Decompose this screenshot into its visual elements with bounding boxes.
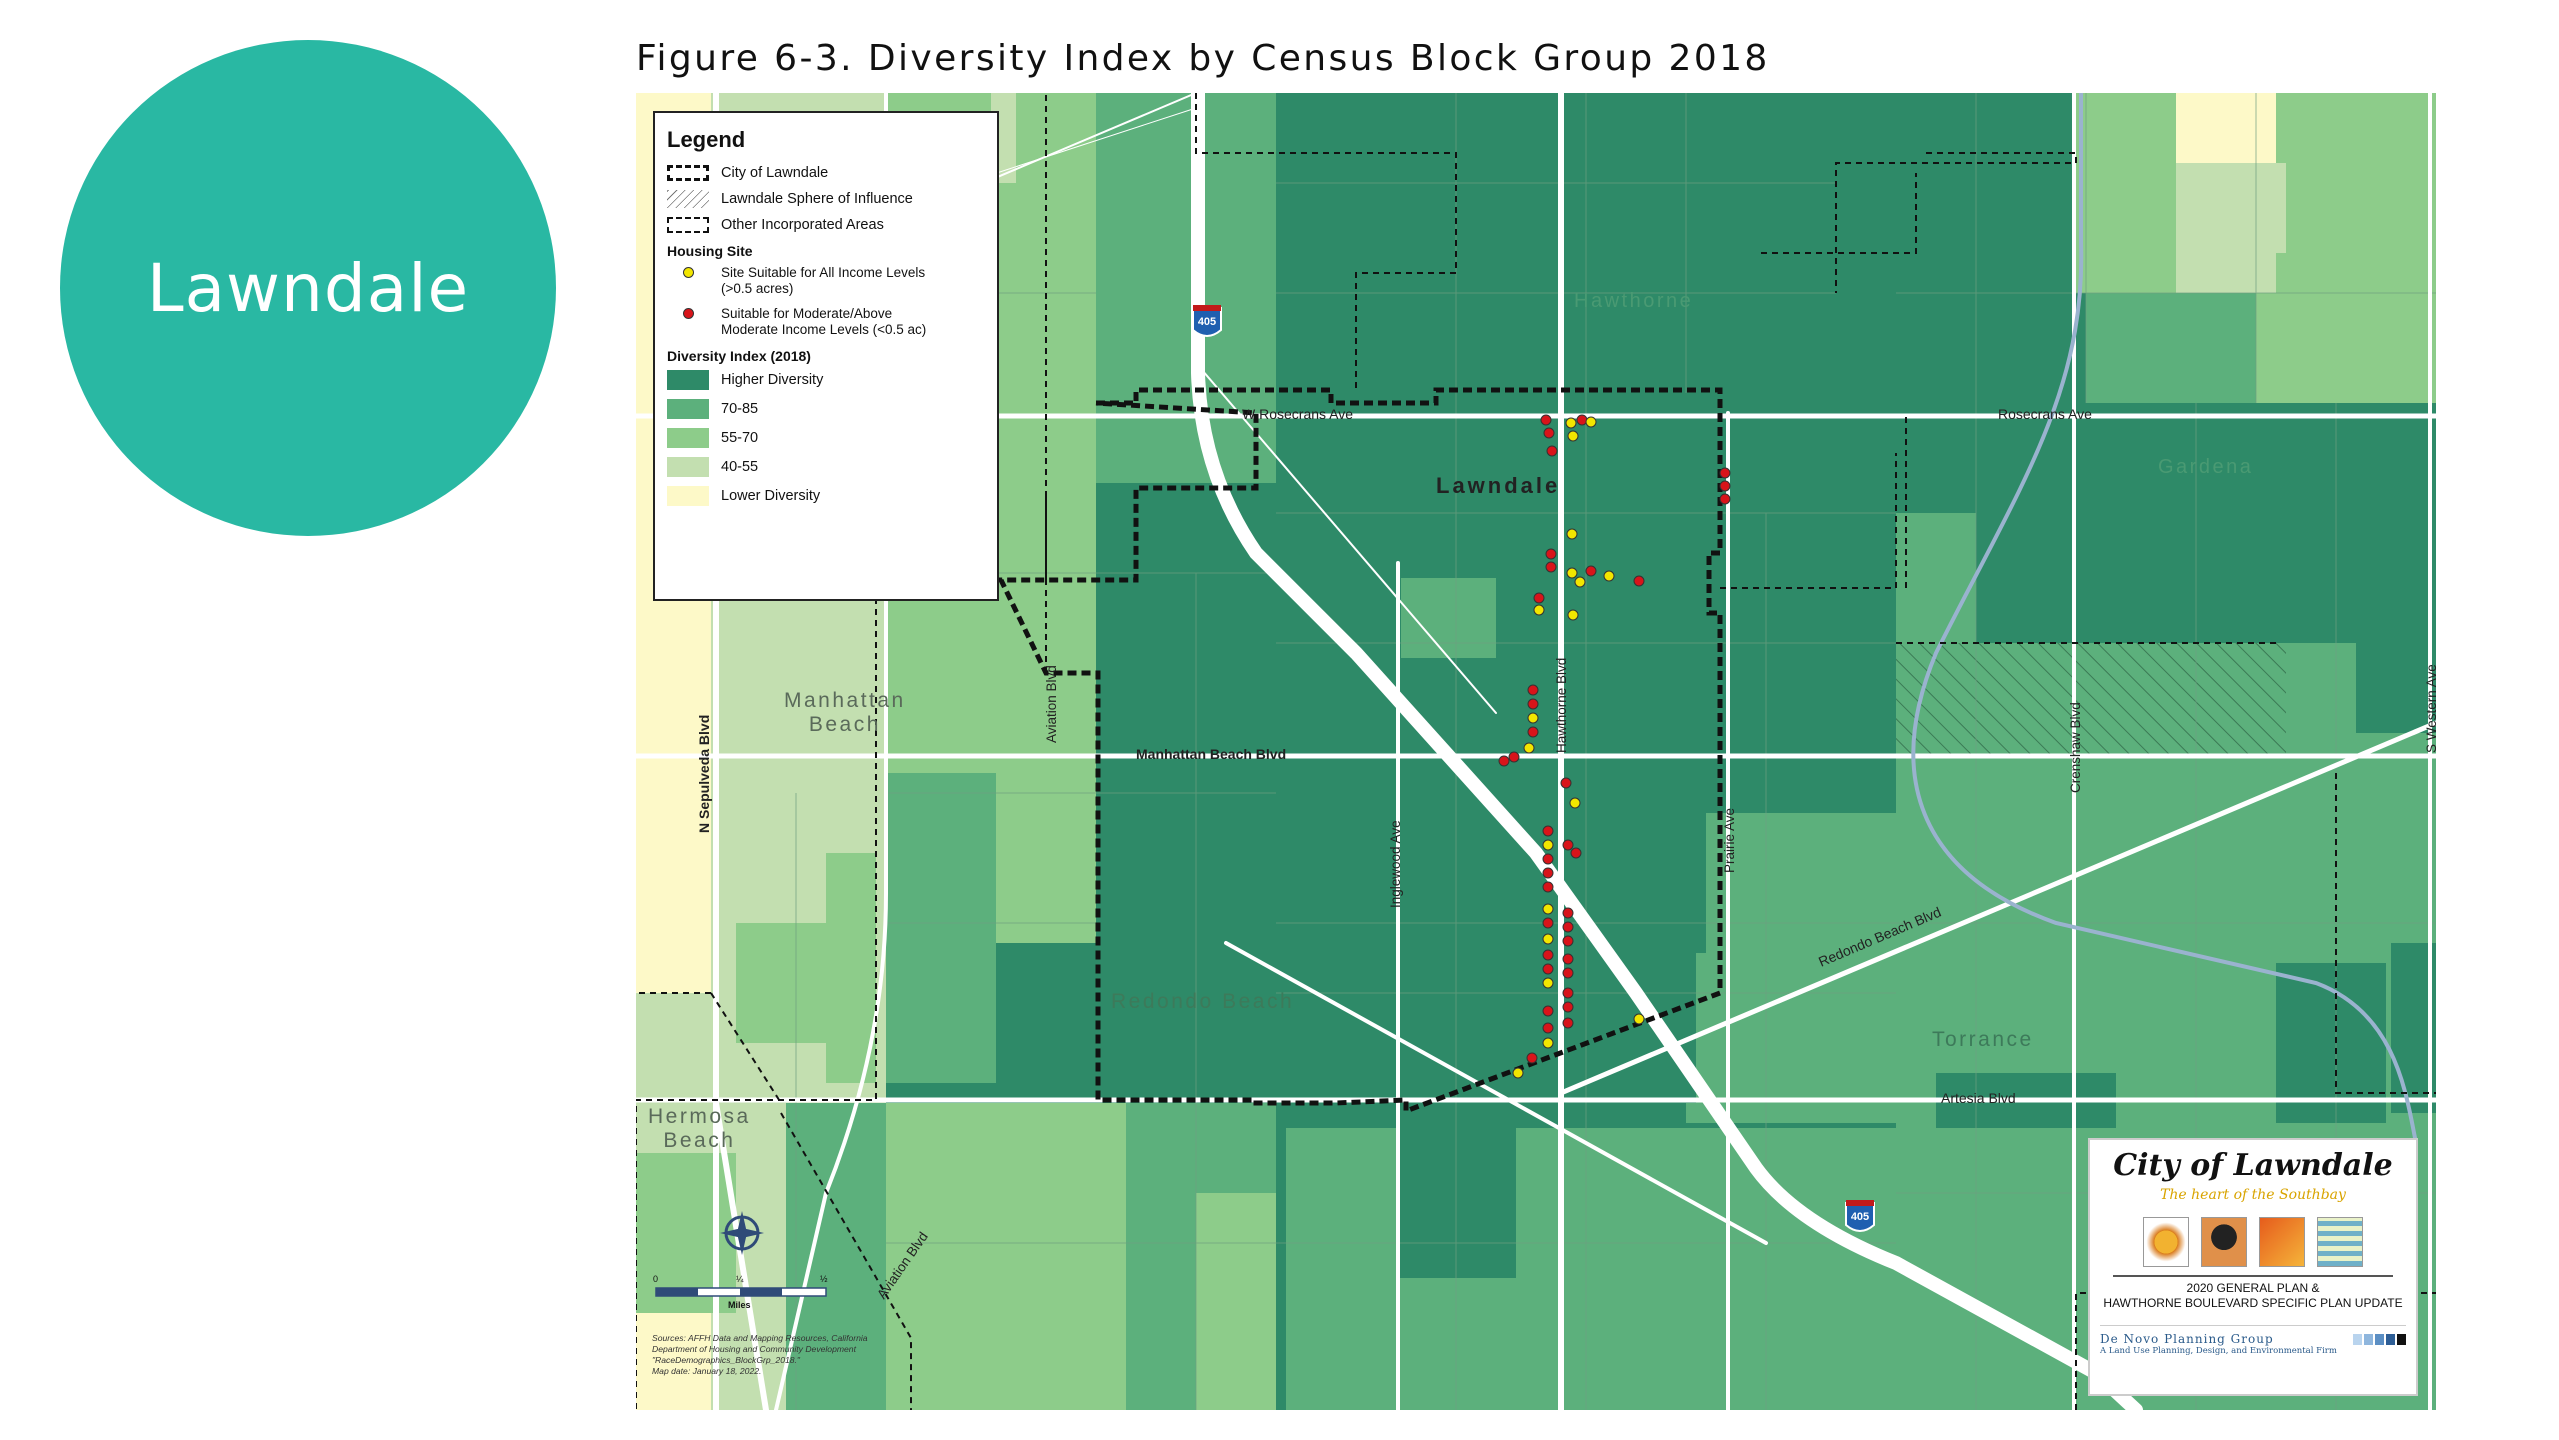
legend-label: Other Incorporated Areas — [721, 217, 884, 233]
legend-item-lawndale: City of Lawndale — [667, 165, 997, 181]
legend-item-other-areas: Other Incorporated Areas — [667, 217, 997, 233]
scale-label-quarter: ¼ — [736, 1274, 744, 1284]
label-w-rosecrans: W Rosecrans Ave — [1242, 406, 1354, 422]
label-gardena: Gardena — [2158, 456, 2254, 478]
label-prairie: Prairie Ave — [1722, 807, 1737, 873]
firm-tagline: A Land Use Planning, Design, and Environ… — [2100, 1346, 2337, 1356]
map-canvas — [636, 93, 2436, 1410]
legend-label: Moderate Income Levels (<0.5 ac) — [721, 322, 927, 337]
city-logo-box: City of Lawndale The heart of the Southb… — [2088, 1138, 2418, 1396]
label-manhattan-beach-blvd: Manhattan Beach Blvd — [1136, 746, 1287, 762]
legend-class-70-85: 70-85 — [667, 399, 997, 419]
block-groups-south — [1096, 773, 1896, 1410]
thick-dashed-symbol — [667, 165, 709, 181]
sources-line4: Map date: January 18, 2022. — [652, 1366, 762, 1376]
label-lawndale: Lawndale — [1436, 473, 1561, 498]
label-hermosa-line2: Beach — [663, 1129, 736, 1152]
swatch-55-70 — [667, 428, 709, 448]
sources-line1: Sources: AFFH Data and Mapping Resources… — [652, 1333, 868, 1343]
legend-housing-title: Housing Site — [667, 243, 753, 259]
legend-label: (>0.5 acres) — [721, 281, 794, 296]
legend-item-moderate-income: Suitable for Moderate/Above Moderate Inc… — [667, 306, 997, 338]
waterway — [1911, 93, 2418, 1144]
freeway-shield-north — [1192, 305, 1222, 337]
label-redondo-beach: Redondo Beach — [1111, 990, 1295, 1013]
swatch-40-55 — [667, 457, 709, 477]
label-crenshaw: Crenshaw Blvd — [2068, 702, 2083, 793]
legend-label: Site Suitable for All Income Levels — [721, 265, 926, 280]
legend-label: Lower Diversity — [721, 488, 821, 504]
logo-sub1: 2020 GENERAL PLAN & — [2186, 1281, 2320, 1295]
firm-box: De Novo Planning Group A Land Use Planni… — [2100, 1325, 2406, 1356]
freeway-405-north: 405 — [1197, 316, 1217, 328]
north-arrow — [720, 1211, 764, 1255]
red-dot-icon — [682, 308, 694, 319]
legend-item-sphere: Lawndale Sphere of Influence — [667, 190, 997, 208]
sources-line2: Department of Housing and Community Deve… — [652, 1344, 856, 1354]
hatch-symbol — [667, 190, 709, 208]
legend-label: Lawndale Sphere of Influence — [721, 191, 913, 207]
sources-note: Sources: AFFH Data and Mapping Resources… — [652, 1333, 922, 1377]
lawndale-circle: Lawndale — [60, 40, 556, 536]
diversity-map: Hawthorne Lawndale Gardena Manhattan Bea… — [636, 93, 2436, 1410]
legend-item-all-income: Site Suitable for All Income Levels (>0.… — [667, 265, 997, 297]
label-artesia: Artesia Blvd — [1941, 1090, 2016, 1106]
tree-icon — [2201, 1217, 2247, 1267]
logo-title: City of Lawndale — [2113, 1148, 2393, 1183]
circle-heading: Lawndale — [146, 249, 470, 327]
logo-sub2: HAWTHORNE BOULEVARD SPECIFIC PLAN UPDATE — [2103, 1296, 2403, 1310]
legend-class-lower: Lower Diversity — [667, 486, 997, 506]
legend-class-40-55: 40-55 — [667, 457, 997, 477]
scale-label-0: 0 — [653, 1274, 659, 1284]
firm-name: De Novo Planning Group — [2100, 1332, 2274, 1346]
label-aviation-north: Aviation Blvd — [1044, 665, 1059, 743]
figure-title: Figure 6-3. Diversity Index by Census Bl… — [636, 38, 1770, 79]
label-manhattan-line1: Manhattan — [784, 689, 906, 712]
legend-label: 40-55 — [721, 459, 759, 475]
freeway-shield-south — [1845, 1200, 1875, 1232]
legend-label: 70-85 — [721, 401, 759, 417]
label-manhattan-beach: Manhattan Beach — [784, 689, 906, 737]
swatch-70-85 — [667, 399, 709, 419]
label-hawthorne: Hawthorne — [1574, 290, 1694, 312]
legend-class-higher: Higher Diversity — [667, 370, 997, 390]
thin-dashed-symbol — [667, 217, 709, 233]
legend-diversity-title: Diversity Index (2018) — [667, 348, 811, 364]
label-manhattan-line2: Beach — [808, 713, 881, 736]
label-inglewood: Inglewood Ave — [1388, 820, 1403, 908]
flame-icon — [2259, 1217, 2305, 1267]
legend-label: Higher Diversity — [721, 372, 824, 388]
swatch-lower — [667, 486, 709, 506]
lawndale-boundary — [997, 387, 1723, 1115]
label-torrance: Torrance — [1932, 1028, 2034, 1051]
swatch-higher — [667, 370, 709, 390]
label-sepulveda: N Sepulveda Blvd — [696, 714, 712, 833]
label-hermosa-beach: Hermosa Beach — [648, 1105, 751, 1153]
legend-label: 55-70 — [721, 430, 759, 446]
label-rosecrans: Rosecrans Ave — [1998, 406, 2092, 422]
firm-swatches — [2353, 1334, 2406, 1345]
sun-icon — [2143, 1217, 2189, 1267]
label-hawthorne-blvd: Hawthorne Blvd — [1554, 657, 1569, 753]
scale-label-half: ½ — [820, 1274, 828, 1284]
label-hermosa-line1: Hermosa — [648, 1105, 751, 1128]
wave-icon — [2317, 1217, 2363, 1267]
yellow-dot-icon — [682, 267, 694, 278]
sources-line3: "RaceDemographics_BlockGrp_2018." — [652, 1355, 800, 1365]
legend-label: City of Lawndale — [721, 165, 829, 181]
logo-divider — [2113, 1275, 2393, 1277]
legend-class-55-70: 55-70 — [667, 428, 997, 448]
legend-title: Legend — [667, 127, 746, 152]
freeway-405-south: 405 — [1850, 1211, 1870, 1223]
scale-unit: Miles — [728, 1300, 751, 1310]
legend-label: Suitable for Moderate/Above — [721, 306, 893, 321]
housing-sites — [1498, 414, 1731, 1079]
logo-tagline: The heart of the Southbay — [2160, 1187, 2346, 1203]
logo-icons — [2090, 1217, 2416, 1267]
scale-bar — [655, 1287, 827, 1297]
map-legend: Legend City of Lawndale Lawndale Sphere … — [653, 111, 999, 601]
label-western: S Western Ave — [2424, 664, 2436, 753]
